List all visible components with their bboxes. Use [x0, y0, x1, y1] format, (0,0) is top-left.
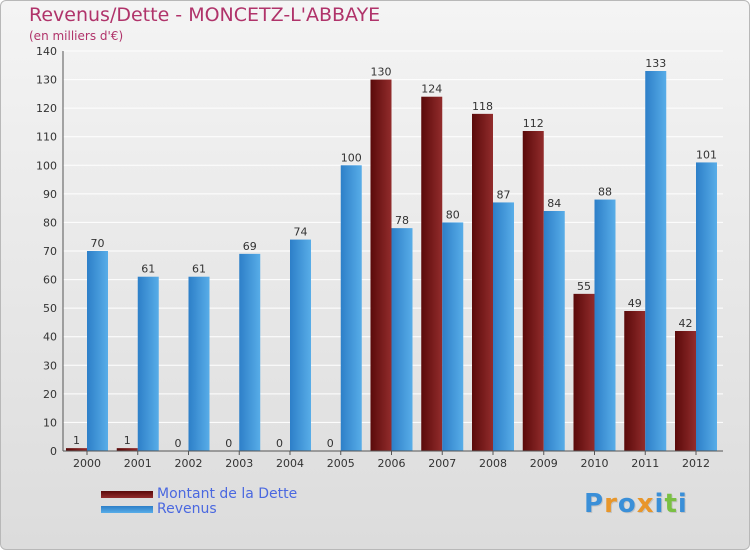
data-label-debt-2001: 1 — [124, 434, 131, 447]
data-label-revenue-2000: 70 — [91, 237, 105, 250]
x-tick-label: 2007 — [428, 457, 456, 470]
bar-debt-2012 — [675, 331, 696, 451]
y-tick-label: 80 — [43, 216, 57, 229]
y-tick-label: 0 — [50, 445, 57, 458]
y-tick-label: 130 — [36, 74, 57, 87]
logo-letter: r — [604, 489, 618, 519]
bar-revenue-2000 — [87, 251, 108, 451]
logo-letter: t — [664, 489, 678, 519]
data-label-revenue-2008: 87 — [497, 188, 511, 201]
x-tick-label: 2002 — [175, 457, 203, 470]
data-label-debt-2009: 112 — [523, 117, 544, 130]
y-tick-label: 70 — [43, 245, 57, 258]
data-label-revenue-2002: 61 — [192, 263, 206, 276]
bar-revenue-2008 — [493, 202, 514, 451]
logo-letter: x — [636, 489, 655, 519]
legend-swatch-revenue — [101, 506, 153, 513]
chart-title: Revenus/Dette - MONCETZ-L'ABBAYE — [29, 4, 381, 26]
data-label-debt-2006: 130 — [371, 66, 392, 79]
legend-label-revenue: Revenus — [157, 501, 217, 517]
legend-label-debt: Montant de la Dette — [157, 486, 298, 502]
y-tick-label: 60 — [43, 274, 57, 287]
logo-letter: i — [677, 489, 688, 519]
bar-revenue-2004 — [290, 239, 311, 451]
data-label-debt-2011: 49 — [628, 297, 642, 310]
data-label-debt-2012: 42 — [679, 317, 693, 330]
logo-letter: i — [654, 489, 665, 519]
x-tick-label: 2009 — [530, 457, 558, 470]
logo-letter: o — [617, 489, 637, 519]
x-tick-label: 2000 — [73, 457, 101, 470]
y-tick-label: 30 — [43, 359, 57, 372]
bar-debt-2007 — [421, 96, 443, 451]
bar-debt-2008 — [472, 113, 493, 451]
data-label-debt-2002: 0 — [175, 437, 182, 450]
bar-revenue-2006 — [391, 228, 413, 451]
bar-debt-2001 — [116, 448, 138, 451]
y-tick-label: 50 — [43, 302, 57, 315]
bar-revenue-2007 — [442, 222, 464, 451]
y-tick-label: 20 — [43, 388, 57, 401]
x-tick-label: 2011 — [631, 457, 659, 470]
data-label-debt-2000: 1 — [73, 434, 80, 447]
data-label-debt-2004: 0 — [276, 437, 283, 450]
data-label-revenue-2009: 84 — [547, 197, 561, 210]
data-label-revenue-2006: 78 — [395, 214, 409, 227]
chart-subtitle: (en milliers d'€) — [29, 29, 124, 43]
y-tick-label: 10 — [43, 416, 57, 429]
bar-revenue-2011 — [645, 71, 667, 451]
bar-revenue-2003 — [239, 253, 261, 451]
x-tick-label: 2012 — [682, 457, 710, 470]
data-label-revenue-2011: 133 — [645, 57, 666, 70]
bar-revenue-2005 — [340, 165, 362, 452]
bar-debt-2000 — [66, 448, 87, 451]
bar-debt-2011 — [624, 311, 646, 451]
x-tick-label: 2003 — [225, 457, 253, 470]
x-tick-label: 2005 — [327, 457, 355, 470]
bar-revenue-2002 — [188, 276, 210, 451]
data-label-debt-2005: 0 — [327, 437, 334, 450]
x-tick-label: 2010 — [581, 457, 609, 470]
legend-swatch-debt — [101, 491, 153, 498]
bar-revenue-2001 — [137, 276, 159, 451]
bar-revenue-2009 — [543, 211, 565, 451]
data-label-revenue-2001: 61 — [141, 263, 155, 276]
y-tick-label: 90 — [43, 188, 57, 201]
data-label-revenue-2010: 88 — [598, 186, 612, 199]
data-label-revenue-2007: 80 — [446, 208, 460, 221]
x-tick-label: 2004 — [276, 457, 304, 470]
data-label-revenue-2012: 101 — [696, 148, 717, 161]
bar-debt-2009 — [522, 131, 544, 451]
bar-debt-2006 — [370, 79, 392, 452]
logo-letter: P — [584, 489, 605, 519]
data-label-revenue-2003: 69 — [243, 240, 257, 253]
data-label-revenue-2004: 74 — [294, 226, 308, 239]
data-label-debt-2007: 124 — [421, 83, 442, 96]
proxiti-logo: Proxiti — [584, 489, 688, 519]
x-tick-label: 2008 — [479, 457, 507, 470]
y-tick-label: 40 — [43, 331, 57, 344]
x-tick-label: 2001 — [124, 457, 152, 470]
data-label-revenue-2005: 100 — [341, 151, 362, 164]
y-tick-label: 120 — [36, 102, 57, 115]
y-tick-label: 140 — [36, 45, 57, 58]
data-label-debt-2003: 0 — [225, 437, 232, 450]
bar-debt-2010 — [573, 293, 595, 451]
x-tick-label: 2006 — [378, 457, 406, 470]
data-label-debt-2008: 118 — [472, 100, 493, 113]
y-tick-label: 110 — [36, 131, 57, 144]
bar-revenue-2010 — [594, 199, 616, 451]
bar-revenue-2012 — [696, 162, 717, 451]
y-tick-label: 100 — [36, 159, 57, 172]
data-label-debt-2010: 55 — [577, 280, 591, 293]
